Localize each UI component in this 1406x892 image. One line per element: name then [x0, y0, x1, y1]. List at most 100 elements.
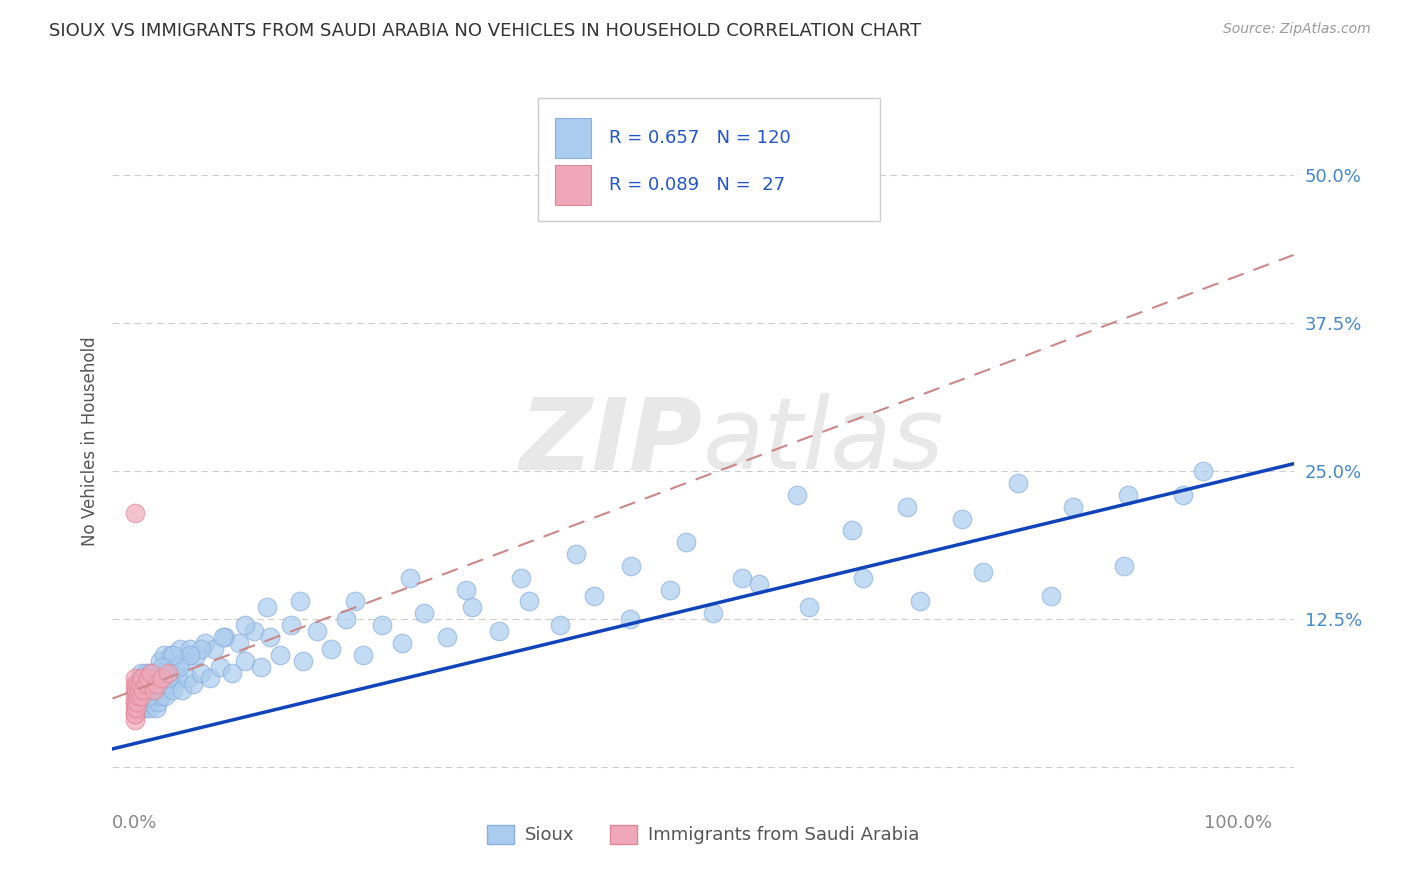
Text: SIOUX VS IMMIGRANTS FROM SAUDI ARABIA NO VEHICLES IN HOUSEHOLD CORRELATION CHART: SIOUX VS IMMIGRANTS FROM SAUDI ARABIA NO… [49, 22, 921, 40]
Point [152, 677, 174, 691]
Point [135, 677, 157, 691]
Text: Source: ZipAtlas.com: Source: ZipAtlas.com [1223, 22, 1371, 37]
Point [139, 677, 162, 691]
Point [174, 654, 197, 668]
Point [517, 594, 540, 608]
Point [179, 648, 201, 662]
Point [565, 547, 588, 561]
Point [129, 665, 152, 680]
Point [972, 565, 994, 579]
Point [136, 672, 159, 686]
Point [135, 695, 157, 709]
Point [288, 594, 311, 608]
Point [242, 624, 264, 638]
Point [292, 654, 315, 668]
Point [412, 607, 434, 621]
Point [139, 665, 162, 680]
Point [141, 683, 163, 698]
Point [221, 665, 243, 680]
Point [250, 659, 273, 673]
Point [124, 695, 146, 709]
Point [124, 713, 146, 727]
Point [138, 689, 160, 703]
Text: ZIP: ZIP [520, 393, 703, 490]
Point [786, 488, 808, 502]
Point [167, 659, 190, 673]
Point [1116, 488, 1139, 502]
Point [391, 636, 413, 650]
Point [124, 672, 146, 686]
Point [1039, 589, 1062, 603]
Point [1007, 475, 1029, 490]
Point [129, 689, 152, 703]
Point [145, 677, 167, 691]
FancyBboxPatch shape [537, 98, 880, 221]
Point [125, 677, 148, 691]
Point [135, 683, 157, 698]
Point [454, 582, 477, 597]
Point [145, 677, 167, 691]
Point [134, 689, 156, 703]
Point [131, 701, 153, 715]
Point [129, 695, 152, 709]
Point [156, 672, 179, 686]
Point [139, 677, 162, 691]
Point [658, 582, 681, 597]
Point [179, 641, 201, 656]
Legend: Sioux, Immigrants from Saudi Arabia: Sioux, Immigrants from Saudi Arabia [479, 818, 927, 852]
Text: atlas: atlas [703, 393, 945, 490]
Point [509, 571, 531, 585]
Point [145, 701, 167, 715]
Y-axis label: No Vehicles in Household: No Vehicles in Household [80, 336, 98, 547]
Point [156, 659, 179, 673]
Point [280, 618, 302, 632]
Point [150, 659, 173, 673]
Point [208, 659, 231, 673]
Point [134, 672, 156, 686]
Point [124, 689, 146, 703]
Point [159, 677, 181, 691]
Point [162, 683, 184, 698]
Text: R = 0.089   N =  27: R = 0.089 N = 27 [609, 176, 785, 194]
Point [124, 506, 146, 520]
Point [143, 672, 166, 686]
Point [139, 701, 162, 715]
Point [153, 648, 176, 662]
Point [124, 706, 146, 721]
Point [233, 654, 256, 668]
Point [124, 706, 146, 721]
Point [129, 683, 152, 698]
Point [146, 695, 169, 709]
Point [256, 600, 278, 615]
Point [162, 648, 184, 662]
Point [214, 630, 236, 644]
Point [165, 659, 187, 673]
Point [702, 607, 724, 621]
Point [135, 677, 157, 691]
Point [128, 683, 150, 698]
Point [190, 641, 212, 656]
Point [896, 500, 918, 514]
Point [150, 665, 173, 680]
Point [124, 701, 146, 715]
Point [950, 511, 973, 525]
Point [141, 683, 163, 698]
Point [436, 630, 458, 644]
Point [124, 695, 146, 709]
Point [124, 683, 146, 698]
Point [233, 618, 256, 632]
Point [619, 612, 641, 626]
Point [212, 630, 235, 644]
Point [150, 672, 173, 686]
Point [139, 665, 162, 680]
Point [344, 594, 367, 608]
Point [135, 665, 157, 680]
Point [156, 665, 179, 680]
Point [852, 571, 875, 585]
Point [181, 677, 204, 691]
Point [135, 701, 157, 715]
Point [143, 683, 166, 698]
Point [129, 672, 152, 686]
Point [139, 695, 162, 709]
Point [136, 683, 159, 698]
